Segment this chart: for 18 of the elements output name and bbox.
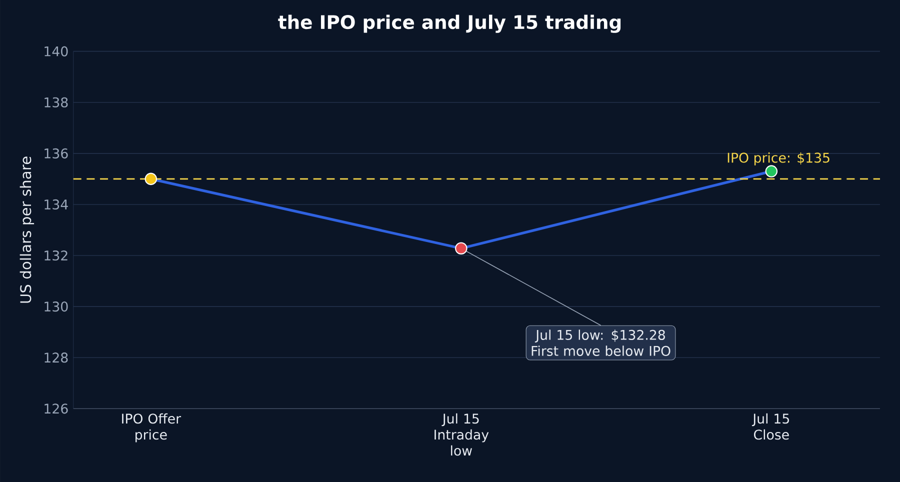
y-tick-label: 140 — [44, 46, 68, 56]
y-tick-label: 138 — [44, 97, 68, 108]
point — [455, 242, 468, 254]
y-tick-label: 130 — [44, 302, 68, 312]
y-tick-label: 126 — [44, 404, 68, 414]
annotation: Jul 15 low: $132.28 First move below IPO — [532, 330, 670, 356]
point — [765, 165, 778, 178]
y-tick-label: 128 — [44, 352, 68, 363]
y-tick-label: 134 — [44, 199, 68, 210]
x-tick-label: Jul 15 Intraday low — [434, 413, 489, 456]
y-axis-title: US dollars per share — [20, 156, 34, 303]
x-tick-label: Jul 15 Close — [752, 413, 789, 440]
chart-title: the IPO price and July 15 trading — [278, 14, 621, 33]
y-tick-label: 132 — [44, 250, 68, 261]
x-tick-label: IPO Offer price — [122, 413, 182, 442]
y-tick-label: 136 — [44, 148, 68, 158]
point — [144, 172, 158, 186]
ref-line-label: IPO price: $135 — [728, 152, 830, 166]
